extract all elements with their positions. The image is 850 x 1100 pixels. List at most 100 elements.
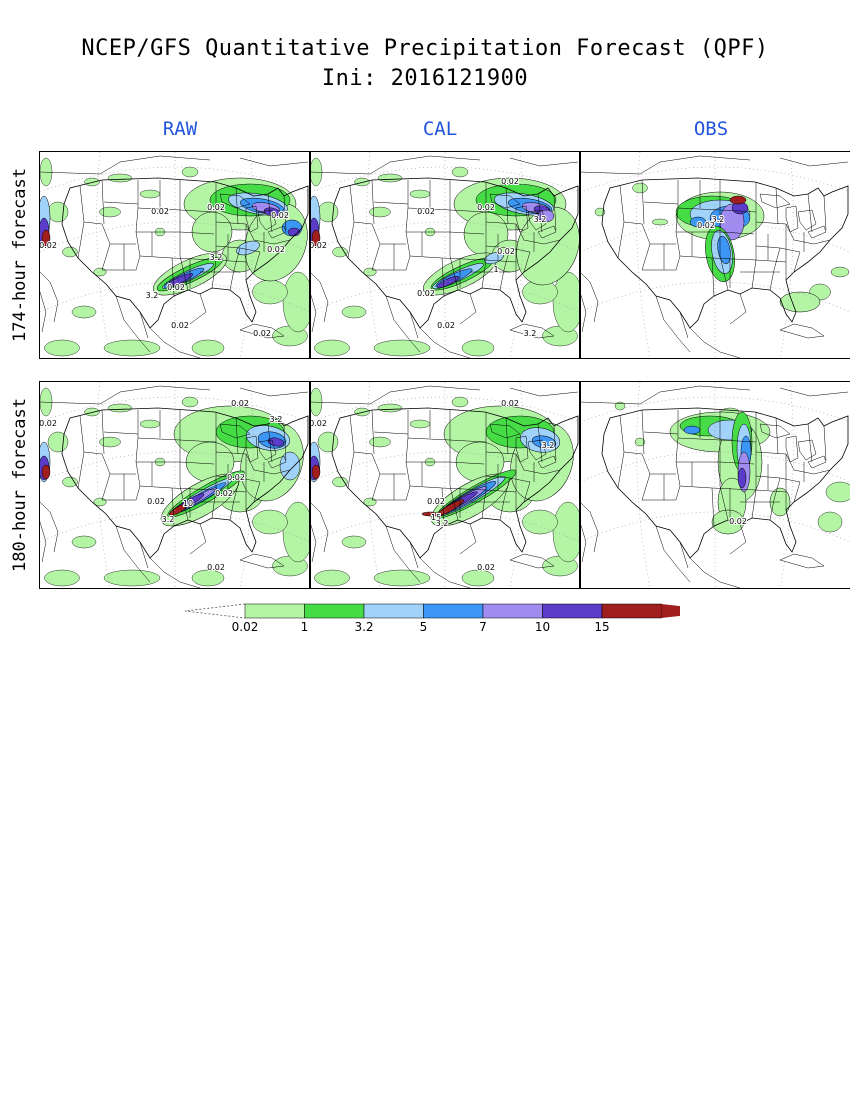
panel-divider <box>309 151 311 359</box>
lat-lon-gridline <box>40 396 310 423</box>
lat-lon-gridline <box>40 451 310 483</box>
lat-lon-gridline <box>310 396 580 423</box>
canada-coastline <box>40 155 211 175</box>
great-lake-outline <box>527 209 547 231</box>
contour-label: 0.02 <box>215 489 233 498</box>
contour-label: 3.2 <box>524 329 537 338</box>
precip-area <box>62 246 78 258</box>
mexico-boundary <box>409 541 419 569</box>
contour-label: 0.02 <box>437 321 455 330</box>
lat-lon-gridline <box>366 152 381 358</box>
contour-label: 0.02 <box>271 211 289 220</box>
colorbar-tick-label: 10 <box>534 620 551 634</box>
map-panel-180h-raw: 0.02 0.02 3.2 0.02 0.02 10 0.02 3.2 0.02 <box>40 382 310 588</box>
great-lake-outline <box>489 423 521 439</box>
precip-area <box>139 189 161 199</box>
precip-area <box>263 207 281 217</box>
map-panel-180h-cal: 0.02 0.02 3.2 0.02 15 3.2 0.02 <box>310 382 580 588</box>
state-boundary <box>755 489 787 493</box>
state-boundary <box>505 417 509 455</box>
caribbean-island-outline <box>239 553 285 569</box>
state-boundary <box>171 487 217 491</box>
state-boundary <box>347 185 355 259</box>
precip-area <box>461 339 495 357</box>
lat-lon-gridline <box>509 152 524 358</box>
mexico-boundary <box>139 311 149 339</box>
great-lake-outline <box>489 193 521 209</box>
lat-lon-gridline <box>580 511 850 543</box>
precip-area <box>139 419 161 429</box>
state-boundary <box>485 259 517 263</box>
state-boundary <box>523 251 531 273</box>
contour-label: 0.02 <box>40 419 57 428</box>
panel-divider <box>309 381 311 589</box>
contour-label: 3.2 <box>146 291 159 300</box>
state-boundary <box>229 247 241 291</box>
state-boundary <box>449 231 485 235</box>
canada-coastline <box>310 521 317 563</box>
mexico-boundary <box>679 311 689 339</box>
state-boundary <box>775 417 779 455</box>
great-lake-outline <box>807 225 827 239</box>
state-boundary <box>823 425 827 461</box>
great-lake-outline <box>245 205 259 233</box>
map-panel-180h-obs: 0.02 <box>580 382 850 588</box>
precip-area <box>830 266 850 278</box>
state-boundary <box>101 409 105 455</box>
state-boundary <box>719 231 755 235</box>
canada-coastline <box>40 501 59 553</box>
colorbar-tick-label: 0.02 <box>231 620 259 634</box>
precip-area <box>651 218 669 226</box>
lat-lon-gridline <box>239 152 254 358</box>
precip-area <box>451 166 469 178</box>
state-boundary <box>353 451 381 501</box>
great-lake-outline <box>267 455 287 469</box>
contour-label: 0.02 <box>171 321 189 330</box>
mexico-boundary <box>189 293 207 325</box>
canada-coastline <box>509 157 579 167</box>
contour-label: 0.02 <box>501 177 519 186</box>
state-boundary <box>179 255 189 291</box>
colorbar-tick-label: 15 <box>594 620 610 634</box>
colorbar-bin <box>601 603 662 619</box>
contour-label: 3.2 <box>436 519 449 528</box>
precip-area <box>47 201 69 223</box>
state-boundary <box>719 439 757 443</box>
state-boundary <box>677 437 721 441</box>
state-boundary <box>449 439 487 443</box>
contour-label: 3.2 <box>534 215 547 224</box>
lat-lon-gridline <box>310 511 580 543</box>
precip-area <box>689 216 707 228</box>
state-boundary <box>179 485 189 521</box>
state-boundary <box>755 221 795 241</box>
state-boundary <box>229 477 241 521</box>
colorbar-bin <box>244 603 305 619</box>
state-boundary <box>755 245 801 253</box>
canada-coastline <box>580 291 587 333</box>
panel-divider <box>579 151 581 359</box>
state-boundary <box>755 259 787 263</box>
precip-area <box>825 481 850 503</box>
precip-area <box>41 229 51 247</box>
contour-label: 3.2 <box>712 215 725 224</box>
caribbean-island-outline <box>509 323 555 339</box>
canada-coastline <box>580 155 751 175</box>
precip-area <box>737 467 747 489</box>
precip-area <box>252 509 288 535</box>
precip-area <box>522 509 558 535</box>
state-boundary <box>485 489 517 493</box>
mexico-boundary <box>189 523 207 555</box>
state-boundary <box>253 251 261 273</box>
state-boundary <box>347 415 355 489</box>
map-panel-174h-obs: 3.2 0.02 <box>580 152 850 358</box>
state-boundary <box>171 257 217 261</box>
state-boundary <box>641 409 645 455</box>
contour-label: 0.02 <box>231 399 249 408</box>
precip-area <box>516 206 580 286</box>
state-boundary <box>215 489 247 493</box>
state-boundary <box>283 195 287 231</box>
lat-lon-gridline <box>239 382 254 588</box>
us-outline <box>601 407 849 559</box>
caribbean-island-outline <box>239 323 285 339</box>
lat-lon-gridline <box>366 382 381 588</box>
